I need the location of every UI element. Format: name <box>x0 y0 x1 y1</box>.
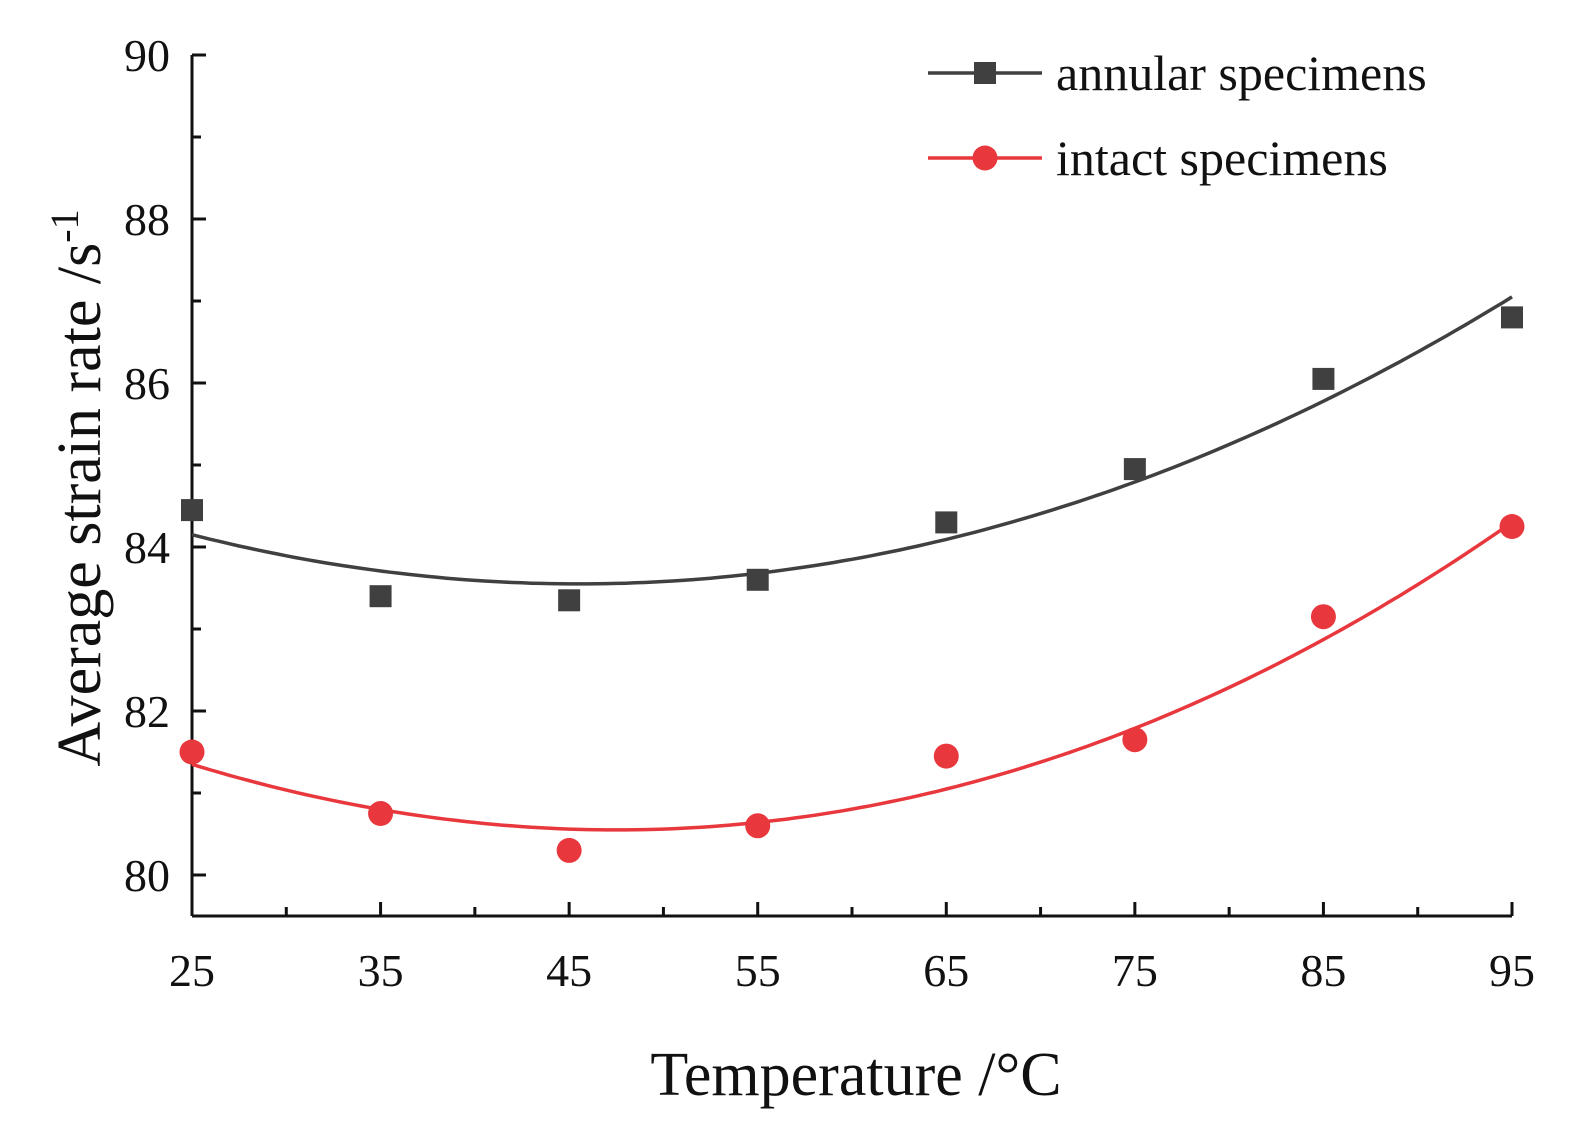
data-point-square <box>746 568 769 591</box>
data-point-circle <box>933 743 959 769</box>
x-axis-ticks: 25 35 45 55 65 75 85 95 <box>169 902 1535 996</box>
x-tick-label: 45 <box>546 945 592 996</box>
y-tick-label: 84 <box>124 522 170 573</box>
data-point-circle <box>179 739 205 765</box>
x-tick-label: 85 <box>1300 945 1346 996</box>
data-point-circle <box>556 837 582 863</box>
fit-curve-1 <box>191 295 1513 586</box>
x-tick-label: 75 <box>1112 945 1158 996</box>
legend-label: intact specimens <box>1056 130 1388 186</box>
legend-label: annular specimens <box>1056 45 1427 101</box>
fit-curve-2 <box>191 520 1513 832</box>
data-point-square <box>935 511 958 534</box>
data-point-circle <box>1310 604 1336 630</box>
y-axis-title-superscript: -1 <box>42 209 87 242</box>
legend-marker-circle <box>972 145 998 171</box>
data-point-square <box>1123 458 1146 481</box>
x-axis-title: Temperature /°C <box>650 1041 1061 1109</box>
y-tick-label: 90 <box>124 30 170 81</box>
data-point-circle <box>368 801 394 826</box>
x-tick-label: 55 <box>735 945 781 996</box>
y-axis-ticks: 80 82 84 86 88 90 <box>124 30 206 901</box>
data-points <box>179 306 1525 863</box>
data-point-square <box>558 589 581 612</box>
y-tick-label: 88 <box>124 194 170 245</box>
data-point-circle <box>1122 727 1148 753</box>
y-tick-label: 82 <box>124 686 170 737</box>
fit-curves <box>191 295 1513 832</box>
x-tick-label: 25 <box>169 945 215 996</box>
data-point-square <box>1501 306 1523 329</box>
legend-marker-square <box>974 62 996 84</box>
x-tick-label: 35 <box>358 945 404 996</box>
y-tick-label: 86 <box>124 358 170 409</box>
data-point-circle <box>1499 514 1525 539</box>
data-point-square <box>1312 367 1335 390</box>
data-point-square <box>369 585 392 608</box>
y-tick-label: 80 <box>124 850 170 901</box>
x-tick-label: 95 <box>1489 945 1535 996</box>
x-tick-label: 65 <box>923 945 969 996</box>
y-axis-title-main: Average strain rate /s <box>46 243 114 767</box>
legend: annular specimens intact specimens <box>928 45 1427 186</box>
data-point-circle <box>745 813 771 839</box>
data-point-square <box>181 499 203 522</box>
y-axis-title: Average strain rate /s-1 <box>42 209 114 766</box>
